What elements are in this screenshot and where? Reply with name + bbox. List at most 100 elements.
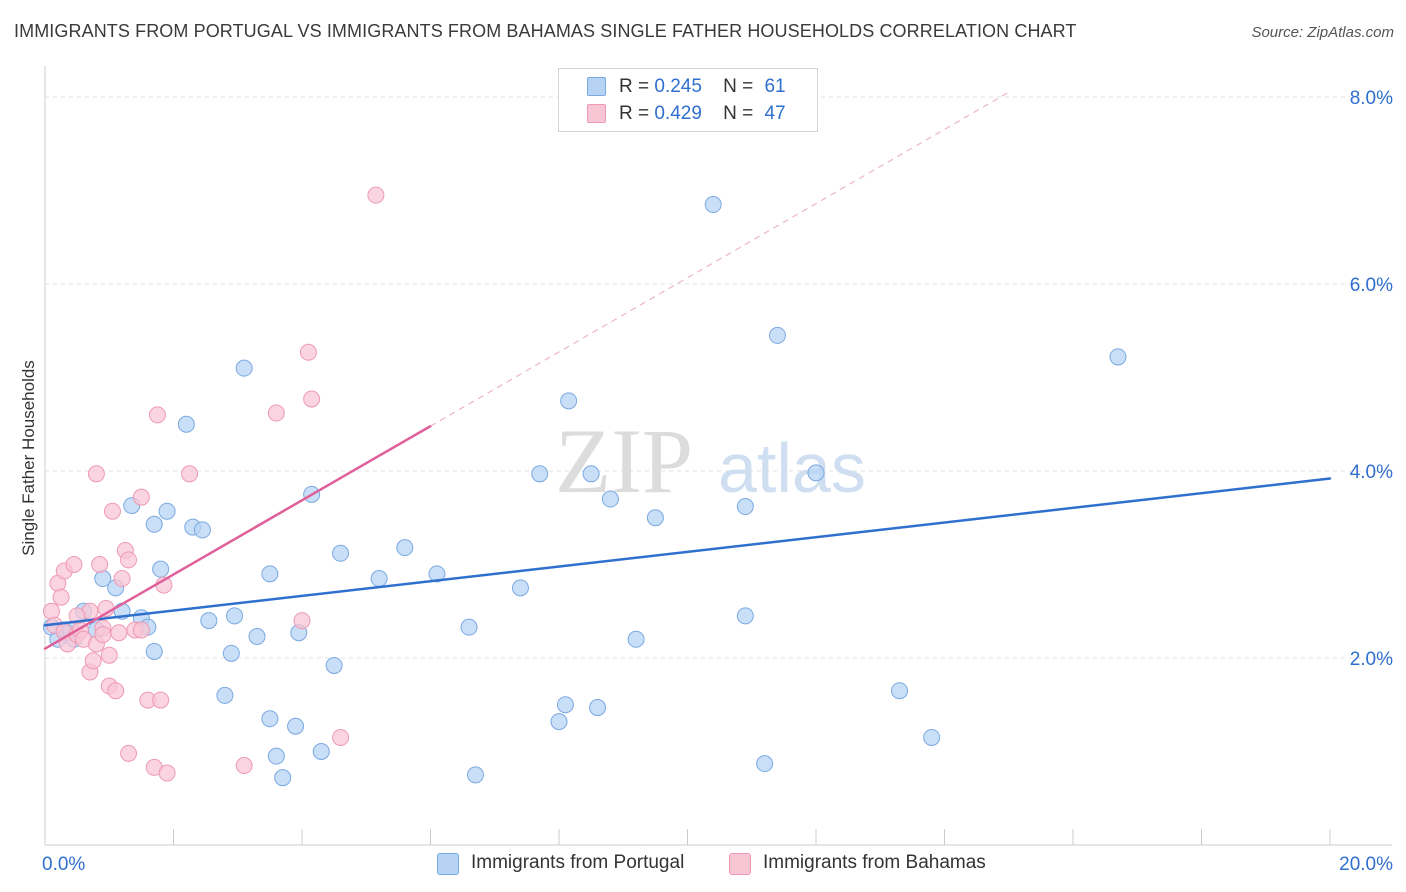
point-bahamas-43 xyxy=(367,186,385,204)
point-bahamas-22 xyxy=(107,682,125,700)
point-portugal-14 xyxy=(145,642,163,660)
point-portugal-43 xyxy=(531,465,549,483)
point-portugal-31 xyxy=(287,717,305,735)
trend-extension-bahamas xyxy=(430,91,1010,427)
point-bahamas-15 xyxy=(87,465,105,483)
point-portugal-37 xyxy=(370,570,388,588)
point-bahamas-26 xyxy=(120,551,138,569)
point-portugal-21 xyxy=(200,612,218,630)
point-portugal-50 xyxy=(627,630,645,648)
trend-lines xyxy=(43,91,1332,650)
point-bahamas-7 xyxy=(65,556,83,573)
point-bahamas-21 xyxy=(103,502,121,520)
point-bahamas-36 xyxy=(181,465,199,483)
legend-n-label: N = xyxy=(723,103,754,124)
point-portugal-38 xyxy=(396,539,414,557)
point-bahamas-27 xyxy=(120,744,138,762)
point-portugal-59 xyxy=(923,728,941,746)
y-tick-label-2: 6.0% xyxy=(1350,275,1393,296)
point-bahamas-45 xyxy=(94,626,112,644)
point-portugal-22 xyxy=(216,686,234,704)
point-portugal-36 xyxy=(332,544,350,562)
legend-n-value: 61 xyxy=(764,76,786,97)
bottom-legend-label-bahamas: Immigrants from Bahamas xyxy=(763,852,986,873)
point-portugal-30 xyxy=(274,769,292,787)
point-portugal-24 xyxy=(226,607,244,625)
point-portugal-44 xyxy=(550,713,568,731)
point-bahamas-19 xyxy=(100,646,118,664)
legend-r-label: R = xyxy=(619,103,650,124)
point-portugal-18 xyxy=(177,415,195,433)
point-portugal-47 xyxy=(582,465,600,483)
bottom-legend-swatch-portugal xyxy=(437,853,459,875)
legend-swatch-bahamas xyxy=(587,104,606,123)
stats-legend: R = 0.245 N = 61 R = 0.429 N = 47 xyxy=(558,68,818,132)
point-bahamas-3 xyxy=(52,588,70,606)
trend-line-bahamas xyxy=(43,424,432,650)
point-portugal-39 xyxy=(428,565,446,583)
point-portugal-35 xyxy=(325,656,343,674)
point-portugal-52 xyxy=(704,196,722,214)
point-portugal-60 xyxy=(1109,348,1127,366)
point-portugal-58 xyxy=(891,682,909,700)
y-tick-label-3: 8.0% xyxy=(1350,88,1393,109)
point-portugal-55 xyxy=(756,755,774,773)
legend-n-label: N = xyxy=(723,76,754,97)
watermark-zip: ZIP xyxy=(555,410,693,512)
point-portugal-56 xyxy=(768,326,786,344)
point-portugal-23 xyxy=(222,644,240,662)
point-portugal-40 xyxy=(460,618,478,636)
point-portugal-57 xyxy=(807,464,825,482)
point-portugal-42 xyxy=(511,579,529,597)
legend-n-value: 47 xyxy=(764,103,786,124)
trend-line-portugal xyxy=(43,477,1332,627)
legend-r-value: 0.245 xyxy=(654,76,702,97)
point-portugal-27 xyxy=(261,710,279,728)
point-bahamas-37 xyxy=(235,757,253,775)
point-bahamas-29 xyxy=(132,488,150,506)
point-portugal-54 xyxy=(736,498,754,516)
point-portugal-28 xyxy=(261,565,279,583)
bottom-legend-label-portugal: Immigrants from Portugal xyxy=(471,852,685,873)
axes xyxy=(44,66,1392,846)
point-bahamas-32 xyxy=(148,406,166,424)
point-portugal-46 xyxy=(560,392,578,410)
chart-title: IMMIGRANTS FROM PORTUGAL VS IMMIGRANTS F… xyxy=(14,21,1077,41)
legend-swatch-portugal xyxy=(587,77,606,96)
gridlines xyxy=(45,96,1392,659)
point-portugal-45 xyxy=(556,696,574,714)
point-bahamas-39 xyxy=(293,612,311,630)
scatter-points xyxy=(42,186,1127,787)
point-portugal-49 xyxy=(601,490,619,508)
y-axis-title: Single Father Households xyxy=(19,360,38,556)
watermark-atlas: atlas xyxy=(718,429,866,507)
point-portugal-34 xyxy=(312,743,330,760)
point-portugal-17 xyxy=(145,515,163,533)
point-portugal-16 xyxy=(158,502,176,520)
point-portugal-41 xyxy=(466,766,484,784)
point-portugal-48 xyxy=(589,699,607,717)
point-bahamas-0 xyxy=(42,602,60,620)
point-portugal-20 xyxy=(193,521,211,539)
point-portugal-25 xyxy=(235,359,253,377)
point-portugal-26 xyxy=(248,627,266,645)
legend-text-portugal: R = 0.245 N = 61 xyxy=(619,76,786,98)
point-bahamas-24 xyxy=(113,570,131,588)
watermark: ZIP atlas xyxy=(555,410,866,512)
point-portugal-29 xyxy=(267,747,285,765)
point-bahamas-16 xyxy=(91,556,109,573)
point-bahamas-33 xyxy=(152,691,170,709)
point-bahamas-42 xyxy=(332,728,350,746)
bottom-legend-swatch-bahamas xyxy=(729,853,751,875)
y-tick-label-0: 2.0% xyxy=(1350,649,1393,670)
point-bahamas-40 xyxy=(299,343,317,361)
x-tick-label-1: 20.0% xyxy=(1339,854,1393,875)
legend-r-label: R = xyxy=(619,76,650,97)
y-tick-label-1: 4.0% xyxy=(1350,462,1393,483)
point-bahamas-23 xyxy=(110,624,128,642)
tick-labels: 2.0% 4.0% 6.0% 8.0% 0.0% 20.0% xyxy=(42,88,1393,875)
x-tick-label-0: 0.0% xyxy=(42,854,85,875)
point-bahamas-41 xyxy=(303,390,321,408)
legend-text-bahamas: R = 0.429 N = 47 xyxy=(619,103,786,125)
